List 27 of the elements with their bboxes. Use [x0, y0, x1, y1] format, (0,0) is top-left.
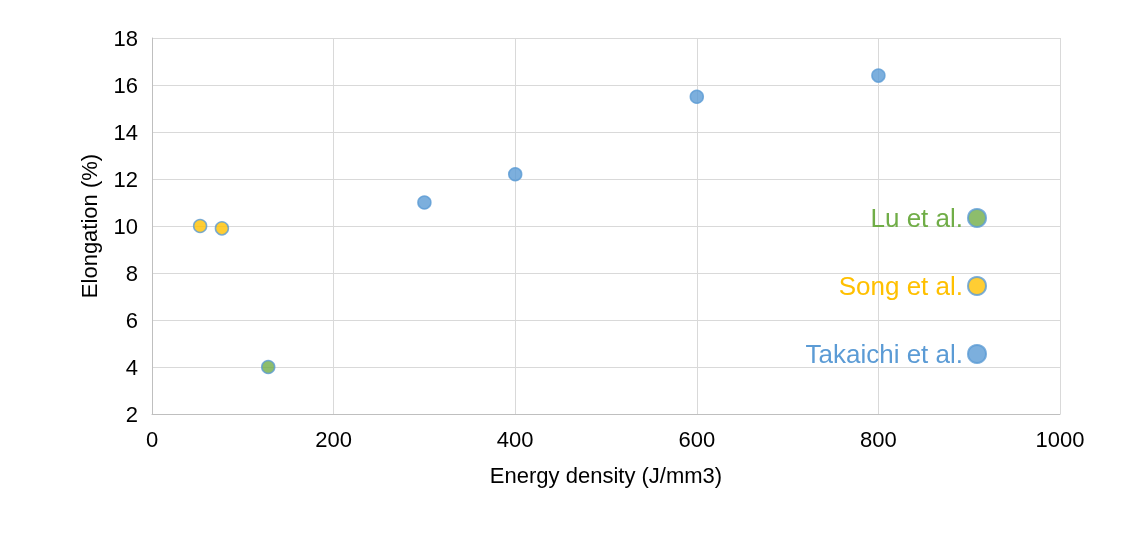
point [192, 218, 208, 234]
y-tick-label: 10 [113, 213, 138, 239]
point [260, 359, 276, 375]
y-axis-title: Elongation (%) [76, 153, 102, 299]
legend-label: Lu et al. [870, 203, 963, 233]
legend-label: Takaichi et al. [805, 339, 963, 369]
point [871, 68, 886, 83]
y-tick-label: 6 [125, 307, 138, 333]
y-tick-label: 2 [125, 401, 138, 427]
x-tick-label: 200 [315, 426, 352, 452]
point [417, 195, 432, 210]
y-tick-label: 12 [113, 166, 138, 192]
x-tick-label: 1000 [1035, 426, 1085, 452]
y-tick-label: 8 [125, 260, 138, 286]
point [507, 167, 523, 182]
x-tick-label: 600 [678, 426, 716, 452]
point [214, 221, 230, 236]
legend-label: Song et al. [838, 271, 963, 301]
x-tick-label: 400 [496, 426, 534, 452]
x-tick-label: 800 [860, 426, 897, 452]
y-tick-label: 16 [113, 72, 138, 98]
x-tick-label: 0 [145, 426, 159, 452]
y-tick-label: 14 [113, 119, 138, 145]
y-tick-label: 18 [113, 25, 138, 51]
x-axis-title: Energy density (J/mm3) [489, 462, 723, 488]
y-tick-label: 4 [125, 354, 138, 380]
point [689, 89, 705, 104]
